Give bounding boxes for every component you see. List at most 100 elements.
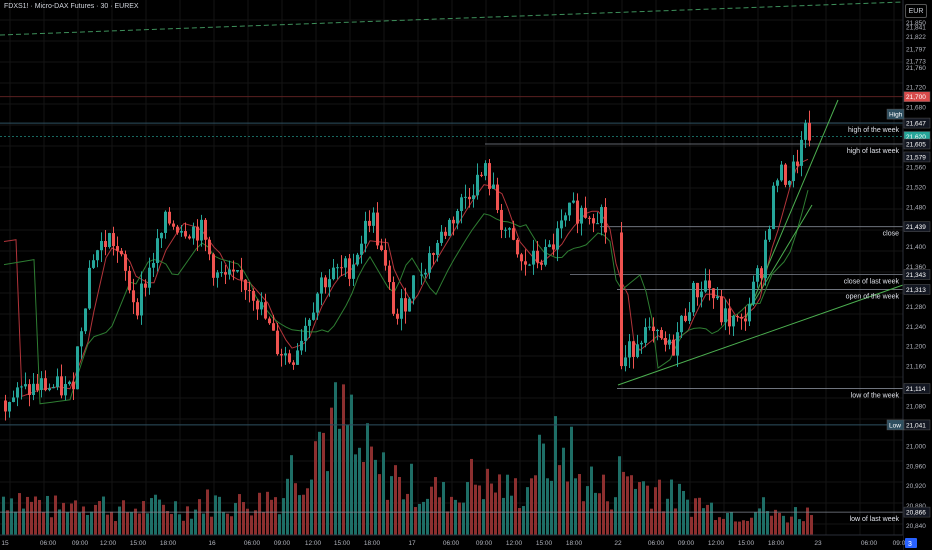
candle-body (808, 122, 811, 141)
volume-bar (306, 488, 309, 535)
volume-bar (650, 508, 653, 535)
time-tick: 06:00 (40, 540, 57, 547)
price-tick: 21,797 (906, 46, 926, 53)
currency-button[interactable]: EUR (905, 4, 927, 18)
volume-bar (674, 508, 677, 535)
time-tick: 09:00 (274, 540, 291, 547)
volume-bar (462, 502, 465, 535)
candle-body (152, 262, 155, 268)
volume-bar (662, 511, 665, 535)
candle-body (300, 340, 303, 351)
candle-body (304, 325, 307, 341)
volume-bar (586, 486, 589, 535)
volume-bar (146, 513, 149, 535)
volume-bar (350, 394, 353, 535)
volume-bar (150, 498, 153, 535)
candle-body (780, 164, 783, 181)
time-tick: 22 (614, 540, 622, 547)
volume-bar (342, 384, 345, 535)
candle-body (56, 376, 59, 388)
candle-body (588, 217, 591, 219)
candle-body (408, 298, 411, 312)
candle-body (556, 228, 559, 250)
candle-body (572, 200, 575, 203)
level-annotation: low of last week (850, 516, 900, 523)
price-badge (903, 419, 931, 431)
time-tick: 18:00 (768, 540, 785, 547)
candle-body (392, 282, 395, 314)
volume-bar (490, 483, 493, 535)
price-badge (886, 108, 905, 120)
volume-bar (170, 513, 173, 535)
candle-body (664, 338, 667, 345)
volume-bar (366, 423, 369, 535)
volume-bar (790, 516, 793, 535)
volume-bar (246, 508, 249, 535)
volume-bar (330, 407, 333, 535)
candle-body (804, 122, 807, 140)
candle-body (548, 244, 551, 247)
candle-body (188, 236, 191, 239)
volume-bar (642, 481, 645, 535)
candle-body (112, 233, 115, 247)
volume-bar (178, 514, 181, 535)
candle-body (508, 228, 511, 230)
volume-bar (310, 479, 313, 535)
candle-body (668, 339, 671, 345)
volume-bar (538, 434, 541, 535)
candle-body (480, 174, 483, 176)
candle-body (284, 353, 287, 356)
volume-bar (690, 516, 693, 535)
volume-bar (402, 499, 405, 535)
volume-bar (670, 479, 673, 535)
candle-body (788, 181, 791, 185)
volume-bar (730, 512, 733, 535)
volume-bar (682, 490, 685, 535)
volume-bar (242, 502, 245, 535)
candle-body (364, 220, 367, 244)
price-tick: 21,520 (906, 184, 926, 191)
candle-body (204, 219, 207, 240)
candle-body (748, 304, 751, 322)
volume-bar (10, 498, 13, 535)
volume-bar (346, 424, 349, 535)
candle-body (492, 184, 495, 189)
candle-body (144, 283, 147, 288)
time-axis: 15 06:00 09:00 12:00 15:00 18:00 16 06:00 09:00 1… (0, 534, 917, 550)
volume-bar (750, 517, 753, 535)
candle-body (248, 290, 251, 292)
candle-body (148, 267, 151, 288)
volume-bar (610, 509, 613, 535)
candle-body (488, 163, 491, 189)
candle-body (800, 139, 803, 166)
price-tick: 21,240 (906, 324, 926, 331)
time-badge (905, 538, 917, 548)
candle-body (432, 253, 435, 255)
candle-body (24, 384, 27, 387)
candle-body (708, 280, 711, 289)
candle-body (576, 200, 579, 224)
volume-bar (590, 466, 593, 535)
time-tick: 15:00 (130, 540, 147, 547)
volume-bar (18, 493, 21, 535)
candle-body (180, 231, 183, 233)
candle-body (224, 272, 227, 275)
candle-body (472, 195, 475, 200)
time-tick: 06:00 (443, 540, 460, 547)
volume-bar (542, 443, 545, 535)
candle-body (52, 387, 55, 389)
volume-bar (102, 496, 105, 535)
volume-bar (210, 516, 213, 535)
volume-bar (354, 454, 357, 535)
level-annotation: high of last week (847, 148, 900, 155)
volume-bar (86, 514, 89, 535)
time-tick: 17 (408, 540, 416, 547)
time-tick: 15:00 (536, 540, 553, 547)
volume-bar (434, 477, 437, 535)
volume-bar (578, 474, 581, 535)
candle-body (80, 331, 83, 347)
candle-body (792, 161, 795, 182)
candle-body (212, 254, 215, 278)
volume-bar (302, 494, 305, 535)
